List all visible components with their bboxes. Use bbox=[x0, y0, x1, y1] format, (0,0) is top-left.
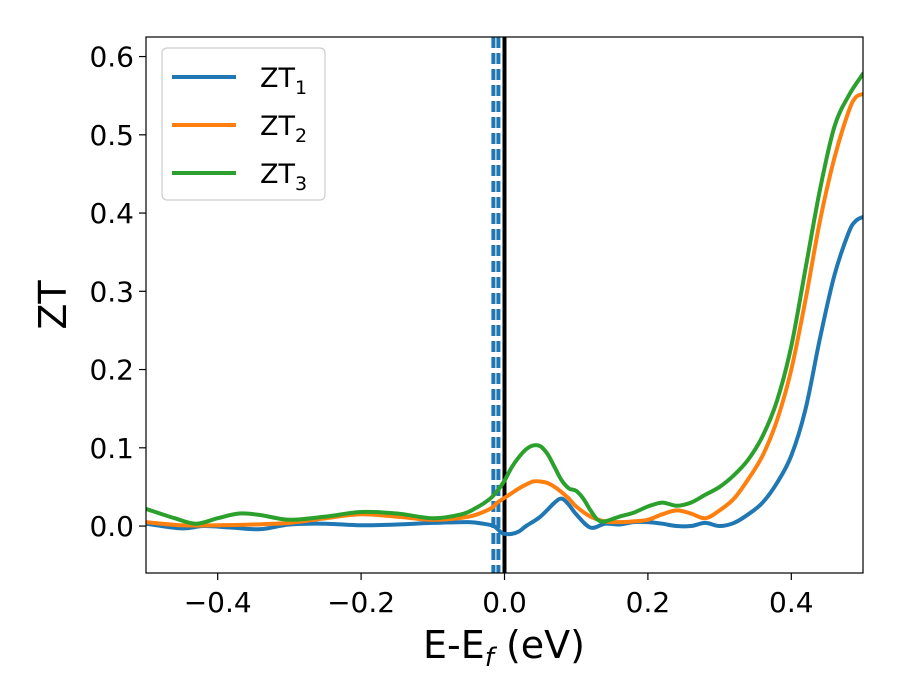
x-tick-label: 0.0 bbox=[482, 586, 527, 619]
y-tick-label: 0.5 bbox=[89, 119, 134, 152]
legend-label-1: ZT1 bbox=[260, 63, 307, 99]
x-tick-label: 0.2 bbox=[626, 586, 671, 619]
x-tick-label: 0.4 bbox=[769, 586, 814, 619]
y-tick-label: 0.3 bbox=[89, 275, 134, 308]
x-tick-label: −0.2 bbox=[327, 586, 395, 619]
legend-box bbox=[161, 47, 326, 201]
series-line-2 bbox=[146, 92, 863, 528]
series-line-3 bbox=[146, 71, 863, 526]
y-tick-label: 0.2 bbox=[89, 354, 134, 387]
y-tick-label: 0.4 bbox=[89, 197, 134, 230]
series-line-1 bbox=[146, 214, 863, 537]
y-tick-label: 0.0 bbox=[89, 510, 134, 543]
x-axis-title: E-Ef (eV) bbox=[423, 623, 585, 673]
legend-label-2: ZT2 bbox=[260, 111, 307, 147]
y-tick-label: 0.6 bbox=[89, 41, 134, 74]
y-axis-title: ZT bbox=[31, 280, 75, 330]
x-tick-label: −0.4 bbox=[184, 586, 252, 619]
legend: ZT1 ZT2 ZT3 bbox=[161, 47, 326, 201]
y-tick-label: 0.1 bbox=[89, 432, 134, 465]
legend-label-3: ZT3 bbox=[260, 159, 307, 195]
